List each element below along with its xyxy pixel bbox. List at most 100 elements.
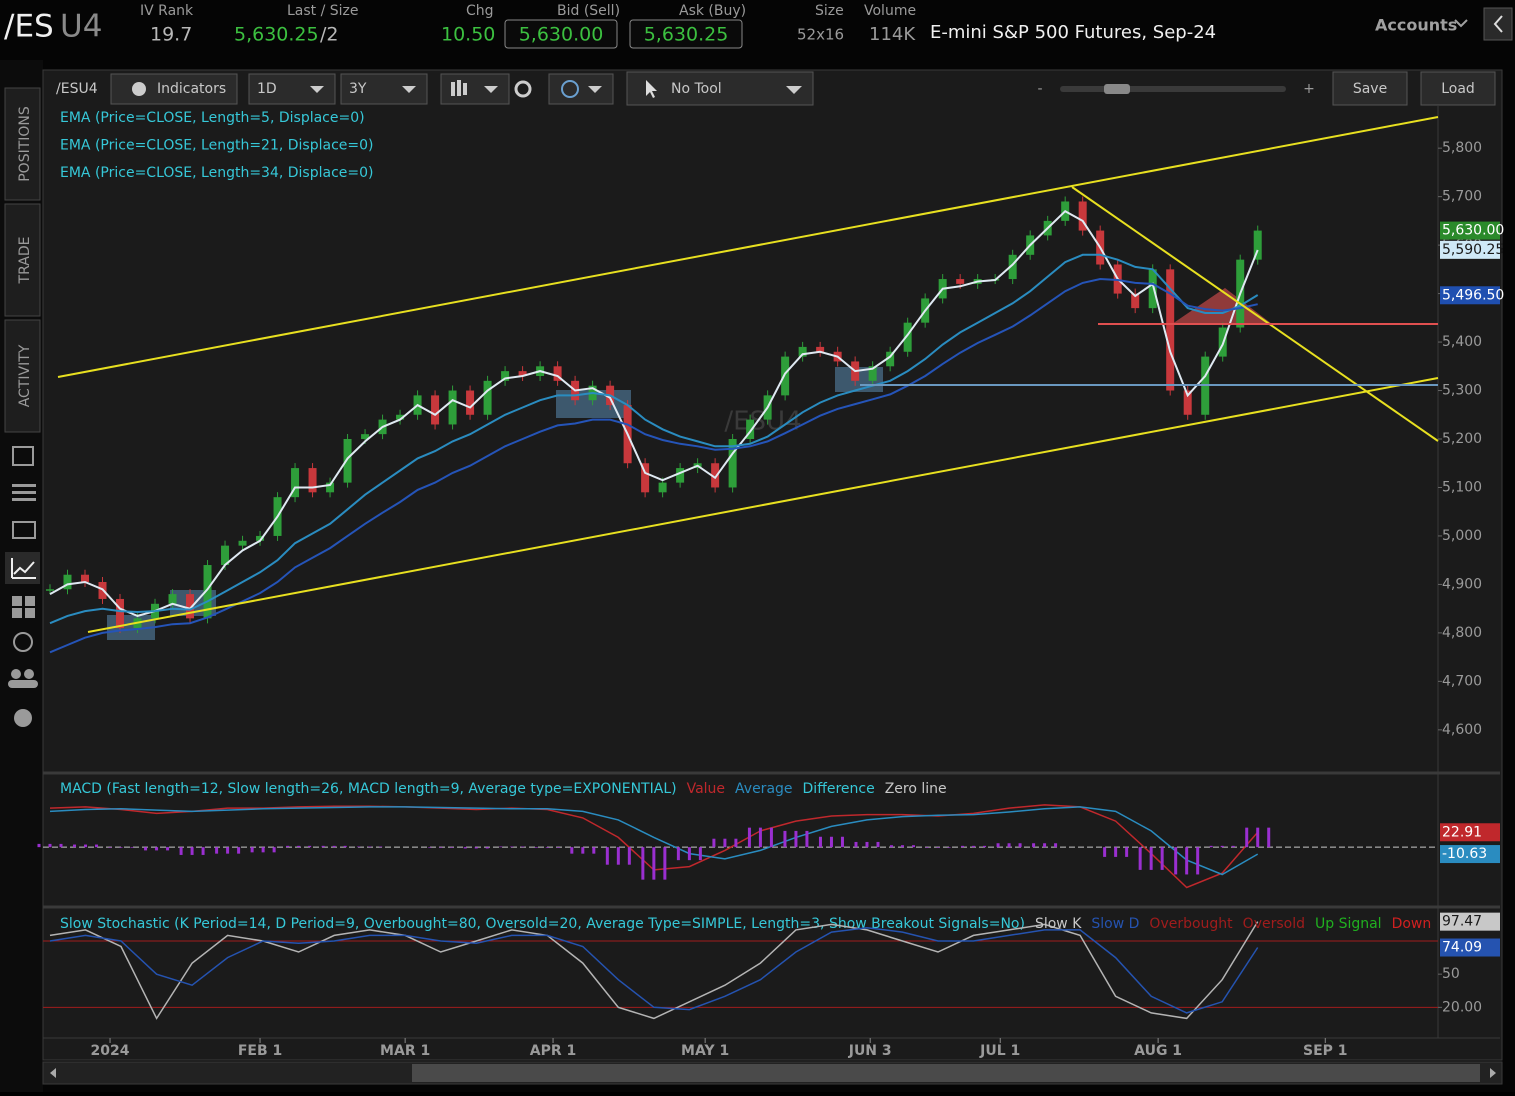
select-label[interactable]: No Tool [671,81,722,97]
button-label[interactable]: Load [1441,81,1475,97]
legend-entry: MACD (Fast length=12, Slow length=26, MA… [60,781,677,797]
select-label[interactable]: 1D [257,81,277,97]
price-label: 97.47 [1442,914,1482,930]
icon[interactable] [13,632,33,652]
zoom-out[interactable]: - [1037,81,1042,97]
candle [956,279,965,284]
icon[interactable] [14,709,32,727]
candle [1148,269,1157,309]
legend-entry: Slow Stochastic (K Period=14, D Period=9… [60,916,1025,932]
toolbar-symbol: /ESU4 [56,81,98,97]
candle [46,589,55,591]
icon [1454,19,1468,28]
candle [396,414,405,420]
icon[interactable] [11,669,21,679]
period-select[interactable] [340,73,428,105]
candle [81,574,90,582]
candle [116,598,125,629]
button-label[interactable]: Save [1353,81,1387,97]
candle [641,463,650,493]
trendline [1071,186,1439,442]
scrollbar-thumb[interactable] [412,1064,1480,1082]
icon[interactable] [12,484,36,487]
value: 114K [869,24,916,45]
trendline [57,116,1439,378]
value: /2 [320,24,339,46]
icon [12,491,36,494]
icon[interactable] [12,521,36,539]
ask-button[interactable] [629,19,743,49]
y-tick-label: 4,800 [1442,625,1482,641]
label: Chg [466,3,494,19]
candle [256,535,265,541]
tool-select[interactable] [626,71,814,106]
value: 19.7 [150,24,192,46]
price-label-box [1440,938,1500,957]
price-label-box [1440,912,1500,931]
load-button[interactable] [1420,71,1496,106]
zoom-in[interactable]: + [1303,81,1315,97]
icon-active[interactable] [5,552,40,584]
bid-button[interactable] [504,19,618,49]
icon [561,80,579,98]
x-tick-label: JUL 1 [979,1043,1020,1059]
label: Volume [864,3,916,19]
label: Bid (Sell) [557,3,620,19]
candle [798,346,807,357]
candle [361,434,370,439]
icon [25,596,35,606]
price-label: 5,630.00 [1442,223,1504,239]
button-label[interactable]: Indicators [157,81,226,97]
candle [1131,293,1140,309]
zoom-slider[interactable] [1060,86,1286,92]
icon [484,86,498,93]
y-tick-label: 50 [1442,966,1460,982]
zoom-thumb[interactable] [1104,84,1130,94]
candle [326,482,335,493]
tab[interactable] [4,87,41,201]
price-label-box [1440,845,1500,864]
price-label: 74.09 [1442,940,1482,956]
accounts-menu[interactable]: Accounts [1375,16,1457,35]
icon[interactable] [12,596,22,606]
legend-entry: Zero line [885,781,947,797]
icon [310,86,324,93]
candle [816,346,825,352]
candle [781,356,790,396]
x-tick-label: APR 1 [530,1043,577,1059]
price-label: 5,496.50 [1442,287,1504,303]
settings-button[interactable] [514,80,532,98]
tab-label[interactable]: POSITIONS [17,106,33,182]
candle [728,439,737,488]
series-line [49,806,1259,876]
icon [12,498,36,501]
candle [238,540,247,546]
icon [8,680,38,688]
symbol-root: /ES [4,9,54,45]
candle [186,594,195,619]
save-button[interactable] [1332,71,1408,106]
candle [746,419,755,439]
tab-label[interactable]: ACTIVITY [17,344,33,407]
candle [483,380,492,415]
icon[interactable] [12,446,34,466]
select-label[interactable]: 3Y [349,81,367,97]
legend-entry: Value [687,781,725,797]
x-tick-label: MAR 1 [380,1043,430,1059]
ema-line [49,253,1259,625]
tab-label[interactable]: TRADE [17,237,33,285]
collapse-button[interactable] [1483,7,1513,41]
tab[interactable] [4,319,41,433]
candle [466,390,475,415]
tab[interactable] [4,203,41,317]
legend-entry: Slow D [1091,916,1139,932]
legend-entry: Down [1392,916,1432,932]
price-label-box [1440,823,1500,842]
icon [402,86,416,93]
icon [451,80,467,96]
x-tick-label: JUN 3 [848,1043,892,1059]
value: 5,630.25 [234,24,319,46]
drawings-select[interactable] [548,73,614,105]
